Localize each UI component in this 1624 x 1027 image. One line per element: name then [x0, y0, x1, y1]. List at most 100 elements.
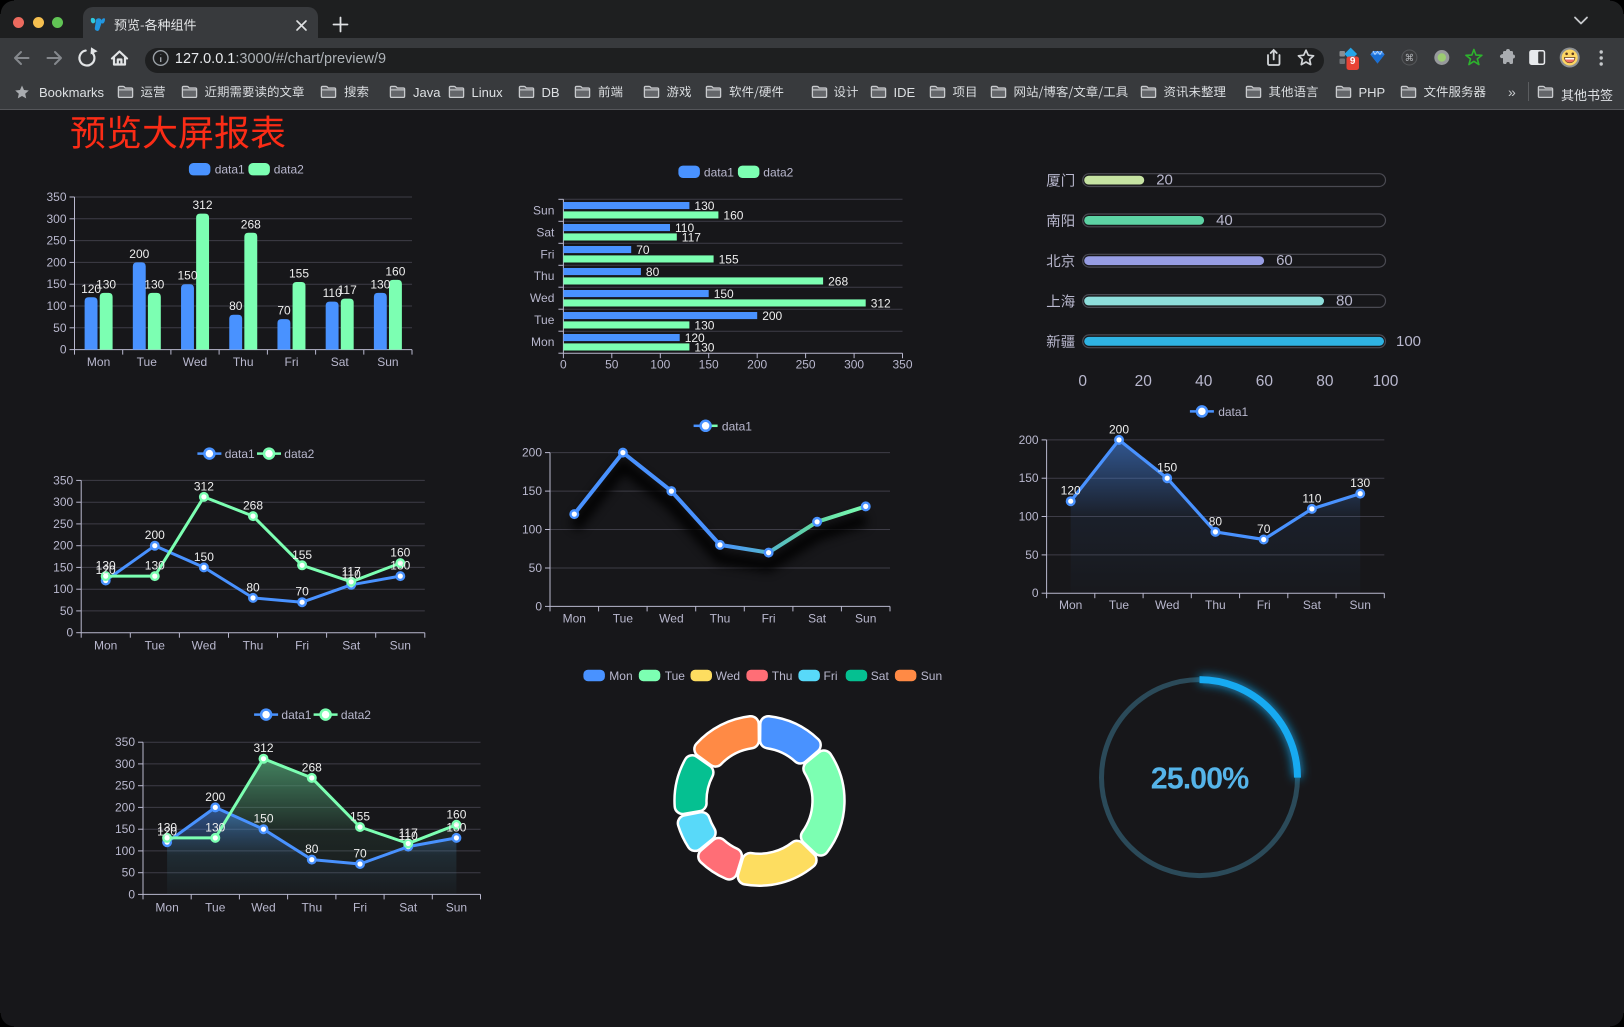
svg-text:117: 117 [342, 564, 361, 578]
svg-text:Mon: Mon [94, 639, 117, 653]
svg-text:9: 9 [1350, 56, 1356, 67]
svg-text:80: 80 [646, 265, 660, 279]
svg-text:Wed: Wed [659, 612, 683, 626]
svg-text:0: 0 [1078, 373, 1087, 390]
svg-text:200: 200 [115, 800, 135, 814]
svg-text:155: 155 [719, 252, 739, 266]
svg-text:100: 100 [650, 358, 670, 372]
svg-text:130: 130 [370, 277, 390, 291]
svg-text:data1: data1 [225, 447, 255, 461]
svg-text:150: 150 [522, 484, 542, 498]
svg-text:50: 50 [60, 604, 74, 618]
svg-text:Tue: Tue [137, 355, 158, 369]
svg-text:0: 0 [128, 887, 135, 901]
svg-text:50: 50 [53, 321, 67, 335]
svg-text:110: 110 [1302, 491, 1321, 505]
svg-text:Sun: Sun [1350, 598, 1371, 612]
svg-text:20: 20 [1135, 373, 1153, 390]
svg-text:Sun: Sun [377, 355, 398, 369]
svg-text:155: 155 [350, 810, 370, 824]
svg-text:Sat: Sat [342, 639, 361, 653]
svg-text:70: 70 [636, 243, 650, 257]
svg-text:50: 50 [122, 866, 136, 880]
svg-text:Mon: Mon [609, 669, 632, 683]
svg-text:110: 110 [323, 286, 342, 300]
svg-text:60: 60 [1276, 252, 1293, 269]
svg-text:110: 110 [399, 829, 418, 843]
svg-text:130: 130 [1350, 476, 1370, 490]
svg-text:150: 150 [699, 358, 719, 372]
svg-text:312: 312 [194, 479, 214, 493]
svg-text:160: 160 [385, 264, 405, 278]
svg-text:Tue: Tue [665, 669, 686, 683]
svg-text:150: 150 [46, 277, 66, 291]
svg-text:Mon: Mon [531, 335, 554, 349]
svg-text:Thu: Thu [243, 639, 264, 653]
svg-text:50: 50 [1025, 548, 1039, 562]
svg-text:120: 120 [81, 282, 101, 296]
svg-text:268: 268 [828, 274, 848, 288]
svg-text:data1: data1 [722, 419, 752, 433]
svg-text:155: 155 [289, 267, 309, 281]
svg-text:data2: data2 [274, 163, 304, 177]
svg-text:200: 200 [145, 528, 165, 542]
svg-text:200: 200 [129, 247, 149, 261]
svg-text:Sat: Sat [871, 669, 890, 683]
svg-text:80: 80 [229, 299, 243, 313]
svg-text:Sat: Sat [1303, 598, 1322, 612]
svg-text:Sat: Sat [808, 612, 827, 626]
svg-text:312: 312 [871, 296, 891, 310]
svg-text:268: 268 [302, 760, 322, 774]
svg-text:100: 100 [522, 523, 542, 537]
svg-text:Sun: Sun [855, 612, 876, 626]
svg-text:70: 70 [353, 847, 367, 861]
svg-text:Thu: Thu [772, 669, 793, 683]
svg-text:40: 40 [1216, 212, 1233, 229]
svg-text:70: 70 [1257, 522, 1271, 536]
svg-text:Wed: Wed [716, 669, 740, 683]
svg-text:350: 350 [46, 190, 66, 204]
svg-text:Fri: Fri [285, 355, 299, 369]
svg-text:Thu: Thu [534, 269, 555, 283]
svg-text:100: 100 [46, 299, 66, 313]
svg-text:200: 200 [522, 446, 542, 460]
svg-text:50: 50 [529, 561, 543, 575]
svg-text:120: 120 [157, 825, 177, 839]
svg-text:130: 130 [144, 277, 164, 291]
svg-text:Tue: Tue [613, 612, 634, 626]
svg-text:Sun: Sun [921, 669, 942, 683]
svg-text:117: 117 [399, 826, 418, 840]
svg-text:Mon: Mon [155, 900, 178, 914]
svg-text:0: 0 [560, 358, 567, 372]
svg-text:0: 0 [60, 343, 67, 357]
svg-text:150: 150 [1157, 461, 1177, 475]
svg-text:150: 150 [253, 812, 273, 826]
svg-text:80: 80 [305, 842, 319, 856]
svg-text:Sun: Sun [533, 203, 554, 217]
svg-text:300: 300 [46, 212, 66, 226]
svg-text:160: 160 [446, 807, 466, 821]
svg-text:130: 130 [205, 820, 225, 834]
svg-text:130: 130 [145, 559, 165, 573]
svg-text:Tue: Tue [1109, 598, 1130, 612]
svg-text:312: 312 [192, 198, 212, 212]
svg-text:Tue: Tue [205, 900, 226, 914]
svg-text:100: 100 [115, 844, 135, 858]
svg-text:150: 150 [177, 269, 197, 283]
svg-text:70: 70 [277, 304, 291, 318]
svg-text:Tue: Tue [534, 313, 555, 327]
svg-text:Fri: Fri [1257, 598, 1271, 612]
svg-text:117: 117 [682, 230, 701, 244]
svg-text:Fri: Fri [824, 669, 838, 683]
svg-text:130: 130 [694, 340, 714, 354]
svg-text:250: 250 [53, 517, 73, 531]
svg-text:300: 300 [844, 358, 864, 372]
svg-text:data1: data1 [215, 163, 245, 177]
svg-text:data2: data2 [284, 447, 314, 461]
svg-text:Sun: Sun [446, 900, 467, 914]
svg-text:130: 130 [694, 199, 714, 213]
svg-text:Sat: Sat [536, 225, 555, 239]
svg-text:Thu: Thu [710, 612, 731, 626]
svg-text:0: 0 [1032, 586, 1039, 600]
svg-text:150: 150 [115, 822, 135, 836]
